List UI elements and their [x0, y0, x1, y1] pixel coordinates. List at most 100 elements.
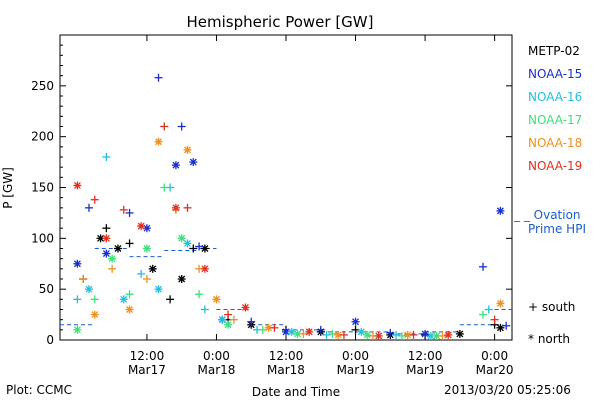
data-point	[90, 310, 99, 319]
footer-timestamp: 2013/03/20 05:25:06	[444, 383, 571, 397]
legend-metp-02: METP-02	[528, 44, 580, 58]
data-point-d2	[73, 182, 81, 189]
y-tick-label: 250	[31, 79, 54, 93]
data-point	[397, 331, 406, 340]
data-point	[496, 206, 505, 215]
data-point	[484, 305, 493, 314]
data-point	[496, 299, 505, 308]
data-point	[177, 234, 186, 243]
data-point	[154, 285, 163, 294]
data-point	[90, 295, 99, 304]
data-point-d2	[126, 306, 133, 313]
data-point	[386, 328, 395, 337]
data-point-d2	[496, 207, 504, 215]
data-point	[287, 327, 296, 336]
data-point-d2	[444, 331, 452, 339]
y-tick-label: 0	[46, 333, 54, 347]
data-point	[183, 203, 192, 212]
data-point	[299, 329, 308, 338]
data-point	[502, 321, 511, 330]
data-point	[322, 330, 331, 339]
north-marker-legend: * north	[528, 332, 571, 346]
data-point-d2	[241, 304, 249, 311]
data-point	[148, 264, 157, 273]
data-point-d2	[155, 138, 162, 146]
data-point	[479, 310, 488, 319]
data-point	[119, 295, 128, 304]
data-point-d2	[294, 330, 302, 338]
data-point-d2	[184, 146, 191, 154]
data-point-d2	[91, 311, 99, 319]
data-point-d2	[375, 332, 383, 340]
x-tick-label-date: Mar20	[476, 363, 514, 377]
x-tick-label-date: Mar18	[267, 363, 305, 377]
data-point	[142, 275, 151, 283]
data-point-d2	[201, 265, 209, 273]
data-point	[316, 325, 325, 334]
data-point	[189, 244, 198, 253]
data-point	[102, 234, 111, 243]
data-point	[84, 285, 93, 294]
x-tick-label-time: 0:00	[203, 349, 230, 363]
data-point-d2	[404, 331, 412, 339]
data-point	[351, 317, 360, 326]
data-point	[183, 239, 192, 248]
data-point-d2	[218, 316, 226, 324]
data-point	[200, 305, 209, 314]
data-point-d2	[143, 245, 151, 252]
data-point	[160, 183, 169, 192]
data-point	[339, 330, 348, 339]
data-point	[195, 242, 204, 251]
data-point	[84, 203, 93, 212]
x-tick-label-time: 12:00	[408, 349, 443, 363]
data-point	[108, 264, 117, 273]
data-point	[334, 330, 343, 339]
data-point	[154, 73, 163, 82]
data-point-d2	[305, 328, 313, 336]
data-marks	[73, 73, 511, 340]
data-point-d2	[496, 299, 504, 307]
data-point	[79, 275, 88, 283]
data-point	[142, 244, 151, 253]
data-point	[264, 323, 273, 332]
data-point	[171, 203, 180, 212]
data-point-d2	[178, 275, 186, 283]
data-point-d2	[189, 158, 197, 166]
x-axis-label: Date and Time	[252, 385, 340, 399]
data-point	[189, 158, 198, 167]
data-point-d2	[155, 285, 162, 293]
data-point	[421, 329, 430, 338]
data-point	[154, 137, 163, 146]
data-point	[137, 269, 146, 278]
data-point	[177, 275, 186, 283]
data-point	[125, 208, 134, 217]
data-point	[119, 205, 128, 214]
x-axis: 12:00Mar170:00Mar1812:00Mar180:00Mar1912…	[128, 35, 514, 377]
y-axis: 0 50 100 150 200 250	[31, 44, 512, 347]
data-point	[137, 222, 146, 231]
data-point	[125, 290, 134, 299]
y-tick-label: 200	[31, 130, 54, 144]
data-point	[479, 262, 488, 271]
legend-noaa-17: NOAA-17	[528, 113, 583, 127]
data-point	[102, 224, 111, 233]
data-point	[363, 330, 372, 339]
data-point	[357, 327, 366, 336]
data-point	[305, 327, 314, 336]
x-tick-label-time: 12:00	[269, 349, 304, 363]
data-point-d2	[108, 255, 116, 263]
data-point	[195, 290, 204, 299]
data-point-d2	[427, 332, 435, 340]
data-point	[328, 329, 337, 338]
y-tick-label: 50	[39, 282, 54, 296]
data-point	[73, 259, 82, 268]
data-point	[171, 161, 180, 170]
data-point	[247, 317, 256, 326]
data-point	[142, 224, 151, 233]
data-point	[229, 315, 238, 324]
data-point	[490, 315, 499, 324]
data-point-d2	[120, 295, 128, 303]
x-tick-label-time: 0:00	[481, 349, 508, 363]
data-point	[241, 303, 250, 312]
